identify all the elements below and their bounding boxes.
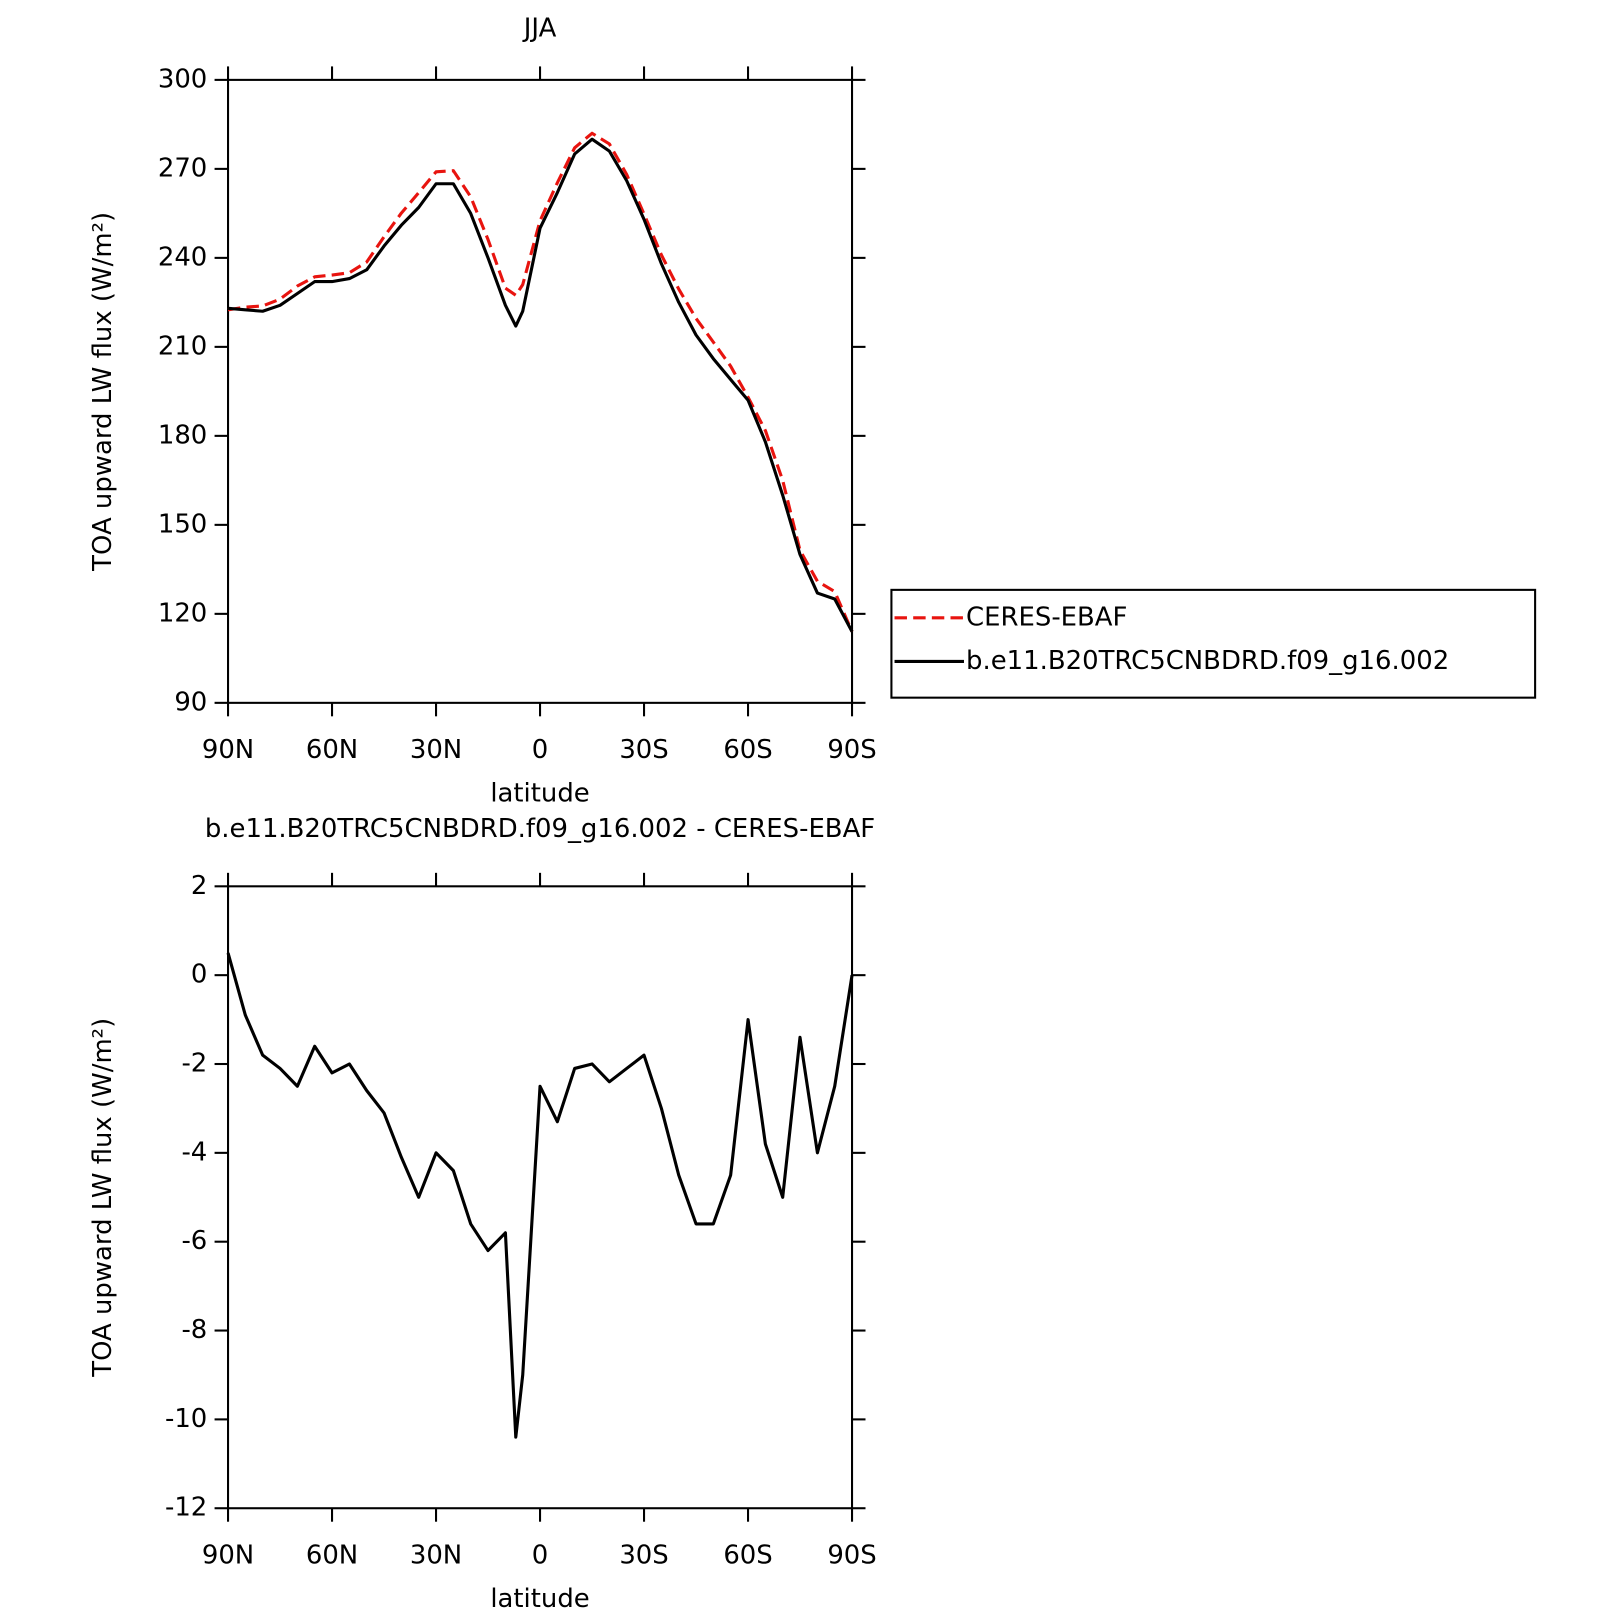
- x-tick-label: 90N: [202, 1540, 254, 1570]
- y-axis-label: TOA upward LW flux (W/m²): [88, 1018, 118, 1378]
- legend-label: CERES-EBAF: [966, 602, 1127, 632]
- plot-frame: [227, 885, 854, 1510]
- y-tick-label: 240: [158, 242, 207, 272]
- y-tick-label: 120: [158, 598, 207, 628]
- x-tick-label: 90S: [827, 735, 876, 765]
- x-axis-label: latitude: [490, 779, 589, 809]
- plot-frame: [227, 78, 854, 704]
- y-tick-label: -6: [181, 1226, 207, 1256]
- legend-label: b.e11.B20TRC5CNBDRD.f09_g16.002: [966, 646, 1449, 676]
- chart-title: b.e11.B20TRC5CNBDRD.f09_g16.002 - CERES-…: [205, 814, 875, 844]
- x-tick-label: 90N: [202, 735, 254, 765]
- x-tick-label: 90S: [827, 1540, 876, 1570]
- y-tick-label: 0: [191, 960, 207, 990]
- y-tick-label: 180: [158, 420, 207, 450]
- chart-title: JJA: [522, 14, 557, 44]
- x-tick-label: 60N: [306, 1540, 358, 1570]
- x-tick-label: 30S: [619, 1540, 668, 1570]
- y-tick-label: -12: [165, 1493, 207, 1523]
- data-line: [227, 137, 854, 633]
- y-tick-label: -8: [181, 1315, 207, 1345]
- y-tick-label: -2: [181, 1049, 207, 1079]
- y-tick-label: -10: [165, 1404, 207, 1434]
- y-tick-label: 210: [158, 331, 207, 361]
- data-line: [226, 952, 854, 1439]
- y-tick-label: 90: [174, 687, 207, 717]
- x-tick-label: 60N: [306, 735, 358, 765]
- y-tick-label: 300: [158, 64, 207, 94]
- x-tick-label: 30N: [410, 735, 462, 765]
- y-tick-label: 150: [158, 509, 207, 539]
- x-tick-label: 60S: [723, 1540, 772, 1570]
- x-tick-label: 60S: [723, 735, 772, 765]
- y-axis-label: TOA upward LW flux (W/m²): [88, 212, 118, 572]
- y-tick-label: -4: [181, 1137, 207, 1167]
- x-axis-label: latitude: [490, 1584, 589, 1613]
- x-tick-label: 30S: [619, 735, 668, 765]
- y-tick-label: 2: [191, 871, 207, 901]
- x-tick-label: 0: [532, 735, 548, 765]
- legend-box: [890, 588, 1537, 699]
- x-tick-label: 30N: [410, 1540, 462, 1570]
- y-tick-label: 270: [158, 153, 207, 183]
- data-line: [227, 131, 854, 633]
- x-tick-label: 0: [532, 1540, 548, 1570]
